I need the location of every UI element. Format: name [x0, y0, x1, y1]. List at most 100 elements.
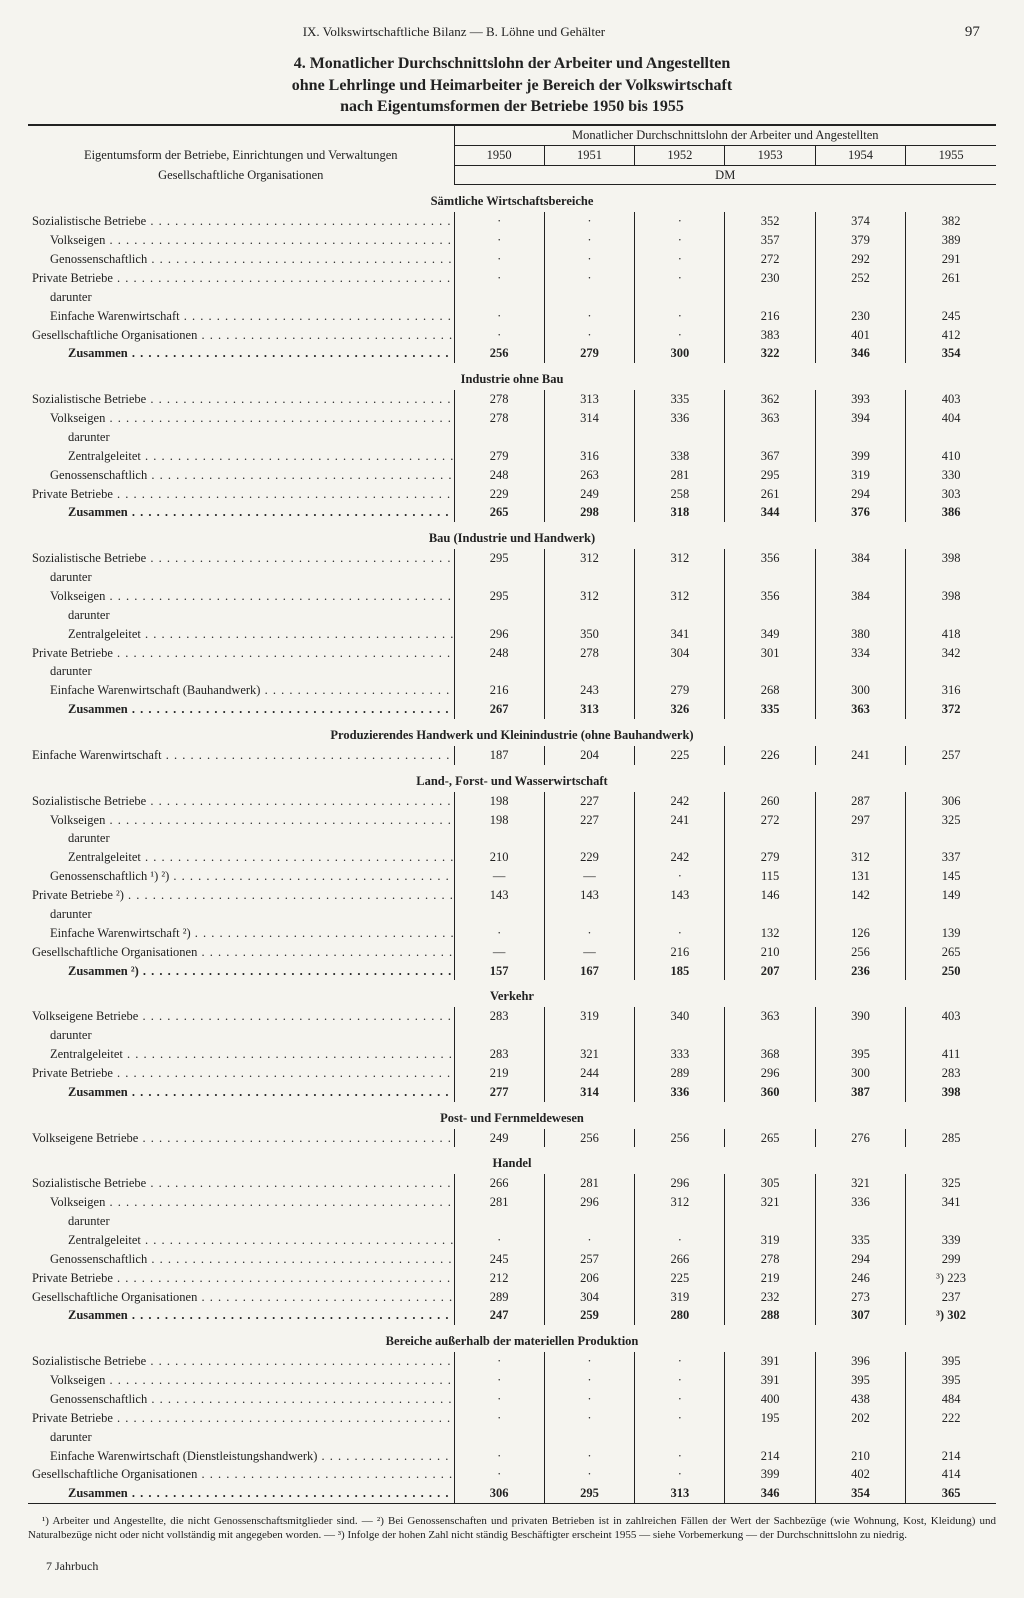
row-label: Einfache Warenwirtschaft [28, 746, 454, 765]
table-row: Private Betriebe···230252261 [28, 269, 996, 288]
cell-value: 384 [815, 587, 905, 606]
cell-value: 340 [635, 1007, 725, 1026]
table-row: Einfache Warenwirtschaft (Dienstleistung… [28, 1447, 996, 1466]
cell-value: 316 [906, 681, 996, 700]
table-row: darunter [28, 568, 996, 587]
cell-value: · [454, 307, 544, 326]
cell-value: 225 [635, 746, 725, 765]
cell-value: 187 [454, 746, 544, 765]
cell-value: 325 [906, 811, 996, 830]
cell-value: 115 [725, 867, 815, 886]
cell-value: 248 [454, 644, 544, 663]
row-label: Private Betriebe [28, 485, 454, 504]
cell-value: 335 [635, 390, 725, 409]
row-label: darunter [28, 1212, 454, 1231]
cell-value: 222 [906, 1409, 996, 1428]
cell-value [635, 606, 725, 625]
row-label: Genossenschaftlich [28, 1250, 454, 1269]
cell-value: 246 [815, 1269, 905, 1288]
cell-value: 278 [725, 1250, 815, 1269]
table-row: Zusammen265298318344376386 [28, 503, 996, 522]
section-header: Land-, Forst- und Wasserwirtschaft [28, 765, 996, 792]
cell-value [544, 1212, 634, 1231]
section-header: Verkehr [28, 980, 996, 1007]
cell-value [906, 829, 996, 848]
cell-value: 319 [725, 1231, 815, 1250]
row-label: Sozialistische Betriebe [28, 212, 454, 231]
cell-value [544, 606, 634, 625]
cell-value: 132 [725, 924, 815, 943]
cell-value: 418 [906, 625, 996, 644]
footer: 7 Jahrbuch [28, 1559, 996, 1574]
table-row: Genossenschaftlich ¹) ²)——·115131145 [28, 867, 996, 886]
row-label: Sozialistische Betriebe [28, 390, 454, 409]
section-header: Produzierendes Handwerk und Kleinindustr… [28, 719, 996, 746]
table-row: darunter [28, 428, 996, 447]
cell-value: 139 [906, 924, 996, 943]
section-title: Land-, Forst- und Wasserwirtschaft [28, 765, 996, 792]
cell-value [454, 1428, 544, 1447]
cell-value: 335 [725, 700, 815, 719]
cell-value: 256 [544, 1129, 634, 1148]
cell-value: 257 [906, 746, 996, 765]
cell-value: 206 [544, 1269, 634, 1288]
cell-value: · [635, 1231, 725, 1250]
table-row: Zusammen306295313346354365 [28, 1484, 996, 1503]
row-label: Private Betriebe ²) [28, 886, 454, 905]
cell-value [815, 1428, 905, 1447]
row-label: Genossenschaftlich [28, 250, 454, 269]
cell-value: 325 [906, 1174, 996, 1193]
cell-value [635, 905, 725, 924]
cell-value: 267 [454, 700, 544, 719]
cell-value: 143 [544, 886, 634, 905]
cell-value [906, 288, 996, 307]
cell-value: · [635, 212, 725, 231]
cell-value: 287 [815, 792, 905, 811]
cell-value: 232 [725, 1288, 815, 1307]
cell-value: 410 [906, 447, 996, 466]
table-row: Zentralgeleitet283321333368395411 [28, 1045, 996, 1064]
cell-value: · [635, 250, 725, 269]
row-label: darunter [28, 288, 454, 307]
cell-value [635, 1212, 725, 1231]
cell-value: 399 [815, 447, 905, 466]
table-row: Sozialistische Betriebe29531231235638439… [28, 549, 996, 568]
table-row: darunter [28, 829, 996, 848]
cell-value [906, 1212, 996, 1231]
cell-value: 247 [454, 1306, 544, 1325]
cell-value: 296 [544, 1193, 634, 1212]
cell-value: · [454, 269, 544, 288]
cell-value: 333 [635, 1045, 725, 1064]
section-title: Verkehr [28, 980, 996, 1007]
cell-value: 281 [635, 466, 725, 485]
row-label: Private Betriebe [28, 1269, 454, 1288]
cell-value [815, 568, 905, 587]
section-header: Handel [28, 1147, 996, 1174]
cell-value: 273 [815, 1288, 905, 1307]
cell-value: 412 [906, 326, 996, 345]
cell-value: 245 [454, 1250, 544, 1269]
cell-value: 265 [725, 1129, 815, 1148]
cell-value: · [454, 1390, 544, 1409]
cell-value: 294 [815, 1250, 905, 1269]
cell-value: 260 [725, 792, 815, 811]
table-row: Private Betriebe219244289296300283 [28, 1064, 996, 1083]
cell-value: 142 [815, 886, 905, 905]
cell-value: 202 [815, 1409, 905, 1428]
cell-value: · [454, 1352, 544, 1371]
cell-value: 295 [725, 466, 815, 485]
table-row: Zusammen247259280288307³) 302 [28, 1306, 996, 1325]
running-head-text: IX. Volkswirtschaftliche Bilanz — B. Löh… [28, 24, 880, 40]
cell-value: · [544, 1231, 634, 1250]
cell-value: 313 [635, 1484, 725, 1503]
cell-value [725, 568, 815, 587]
cell-value: 263 [544, 466, 634, 485]
cell-value: 484 [906, 1390, 996, 1409]
cell-value [635, 1026, 725, 1045]
row-label: darunter [28, 568, 454, 587]
row-label: Volkseigen [28, 409, 454, 428]
section-title: Produzierendes Handwerk und Kleinindustr… [28, 719, 996, 746]
cell-value: 326 [635, 700, 725, 719]
row-label: darunter [28, 905, 454, 924]
cell-value: 365 [906, 1484, 996, 1503]
